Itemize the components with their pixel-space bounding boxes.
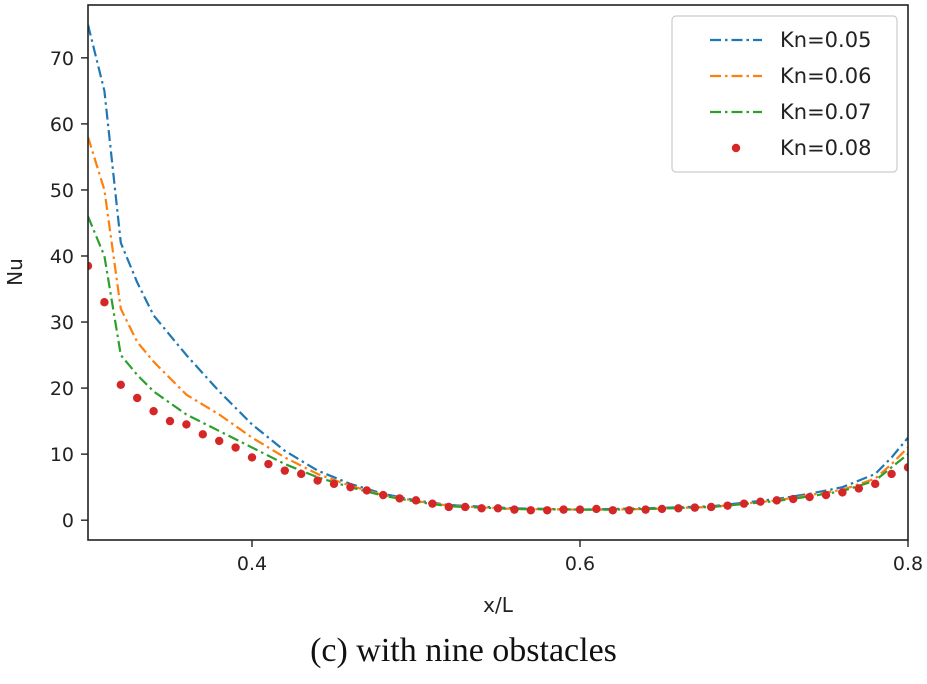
series-kn-0-08-point-20 bbox=[411, 496, 421, 505]
series-kn-0-08-point-47 bbox=[854, 484, 863, 493]
series-kn-0-08-point-40 bbox=[739, 499, 749, 508]
series-kn-0-08-point-4 bbox=[149, 407, 158, 416]
series-kn-0-08-point-35 bbox=[657, 504, 667, 514]
series-kn-0-08-point-18 bbox=[379, 490, 388, 500]
series-kn-0-08-point-32 bbox=[608, 506, 617, 515]
x-axis-label: x/L bbox=[483, 593, 514, 617]
y-tick-label-7: 70 bbox=[50, 48, 74, 70]
series-kn-0-08-point-31 bbox=[592, 504, 601, 514]
series-kn-0-08-point-1 bbox=[100, 298, 109, 307]
series-kn-0-08-point-28 bbox=[543, 506, 552, 515]
series-kn-0-08-point-41 bbox=[756, 497, 765, 506]
y-axis-label: Nu bbox=[3, 258, 27, 286]
series-kn-0-08-point-8 bbox=[215, 436, 224, 446]
series-kn-0-08-point-3 bbox=[133, 393, 142, 403]
series-kn-0-08-point-17 bbox=[362, 486, 371, 495]
series-kn-0-08-points bbox=[88, 261, 908, 515]
legend-items: Kn=0.05 Kn=0.06 Kn=0.07 Kn=0.08 bbox=[710, 28, 871, 160]
y-tick-label-6: 60 bbox=[50, 114, 74, 136]
series-kn-0-08-point-30 bbox=[575, 505, 585, 514]
series-kn-0-08-point-42 bbox=[772, 496, 781, 505]
series-kn-0-08-point-46 bbox=[838, 488, 847, 497]
series-kn-0-08-point-6 bbox=[182, 420, 191, 429]
series-kn-0-08-point-13 bbox=[297, 469, 306, 479]
legend-kn-0-06-label: Kn=0.06 bbox=[780, 64, 871, 88]
y-tick-label-0: 0 bbox=[62, 510, 74, 532]
legend-kn-0-08-marker bbox=[731, 143, 741, 153]
series-kn-0-08-point-14 bbox=[313, 476, 322, 485]
series-kn-0-08-point-33 bbox=[625, 506, 634, 515]
series-kn-0-08-point-12 bbox=[280, 466, 289, 475]
x-tick-label-0: 0.4 bbox=[237, 553, 267, 575]
series-kn-0-08-point-9 bbox=[231, 443, 240, 452]
series-kn-0-08-point-39 bbox=[723, 501, 732, 510]
legend-box bbox=[671, 15, 898, 173]
legend-kn-0-05-label: Kn=0.05 bbox=[780, 28, 871, 52]
series-kn-0-08-point-25 bbox=[493, 504, 503, 513]
series-kn-0-08-point-34 bbox=[641, 505, 650, 514]
series-kn-0-08-point-37 bbox=[690, 503, 699, 512]
series-kn-0-08-point-24 bbox=[477, 504, 486, 513]
x-tick-label-1: 0.6 bbox=[565, 553, 595, 575]
series-kn-0-08-point-0 bbox=[88, 261, 93, 271]
series-kn-0-08-point-16 bbox=[346, 482, 355, 492]
y-tick-label-2: 20 bbox=[50, 378, 74, 400]
series-kn-0-08-point-5 bbox=[165, 416, 175, 426]
series-kn-0-08-point-49 bbox=[887, 469, 896, 479]
series-kn-0-08-point-27 bbox=[526, 506, 535, 515]
series-kn-0-08-point-7 bbox=[198, 430, 207, 439]
y-tick-label-4: 40 bbox=[50, 246, 74, 268]
plot-frame bbox=[87, 4, 909, 541]
series-kn-0-08-point-2 bbox=[116, 380, 126, 389]
y-tick-label-5: 50 bbox=[50, 180, 74, 202]
y-tick-label-1: 10 bbox=[50, 444, 74, 466]
series-kn-0-08-point-50 bbox=[903, 463, 908, 472]
series-kn-0-08-point-44 bbox=[805, 492, 814, 502]
y-tick-label-3: 30 bbox=[50, 312, 74, 334]
series-kn-0-08-point-21 bbox=[428, 499, 437, 508]
series-kn-0-08-point-29 bbox=[559, 505, 568, 514]
series-kn-0-08-point-10 bbox=[247, 453, 257, 462]
series-kn-0-08-point-23 bbox=[461, 502, 470, 512]
series-kn-0-08-point-45 bbox=[821, 490, 831, 500]
figure-caption: (c) with nine obstacles bbox=[310, 632, 617, 669]
series-kn-0-08-point-43 bbox=[789, 494, 798, 504]
series-kn-0-08-point-36 bbox=[674, 504, 683, 513]
series-kn-0-08-point-22 bbox=[444, 502, 453, 512]
series-layer bbox=[88, 24, 908, 515]
series-kn-0-08-point-26 bbox=[510, 505, 519, 514]
legend-kn-0-07-label: Kn=0.07 bbox=[780, 100, 871, 124]
x-tick-label-2: 0.8 bbox=[893, 553, 923, 575]
series-kn-0-08-point-48 bbox=[871, 479, 880, 489]
series-kn-0-08-point-38 bbox=[707, 502, 716, 512]
tick-layer: 0.4 0.6 0.8 0 10 20 30 40 50 60 70 bbox=[50, 48, 923, 575]
series-kn-0-08-point-19 bbox=[395, 494, 404, 503]
series-kn-0-08-point-15 bbox=[329, 479, 339, 489]
series-kn-0-08-point-11 bbox=[264, 459, 273, 469]
legend-kn-0-08-label: Kn=0.08 bbox=[780, 136, 871, 160]
legend: Kn=0.05 Kn=0.06 Kn=0.07 Kn=0.08 bbox=[671, 15, 898, 173]
